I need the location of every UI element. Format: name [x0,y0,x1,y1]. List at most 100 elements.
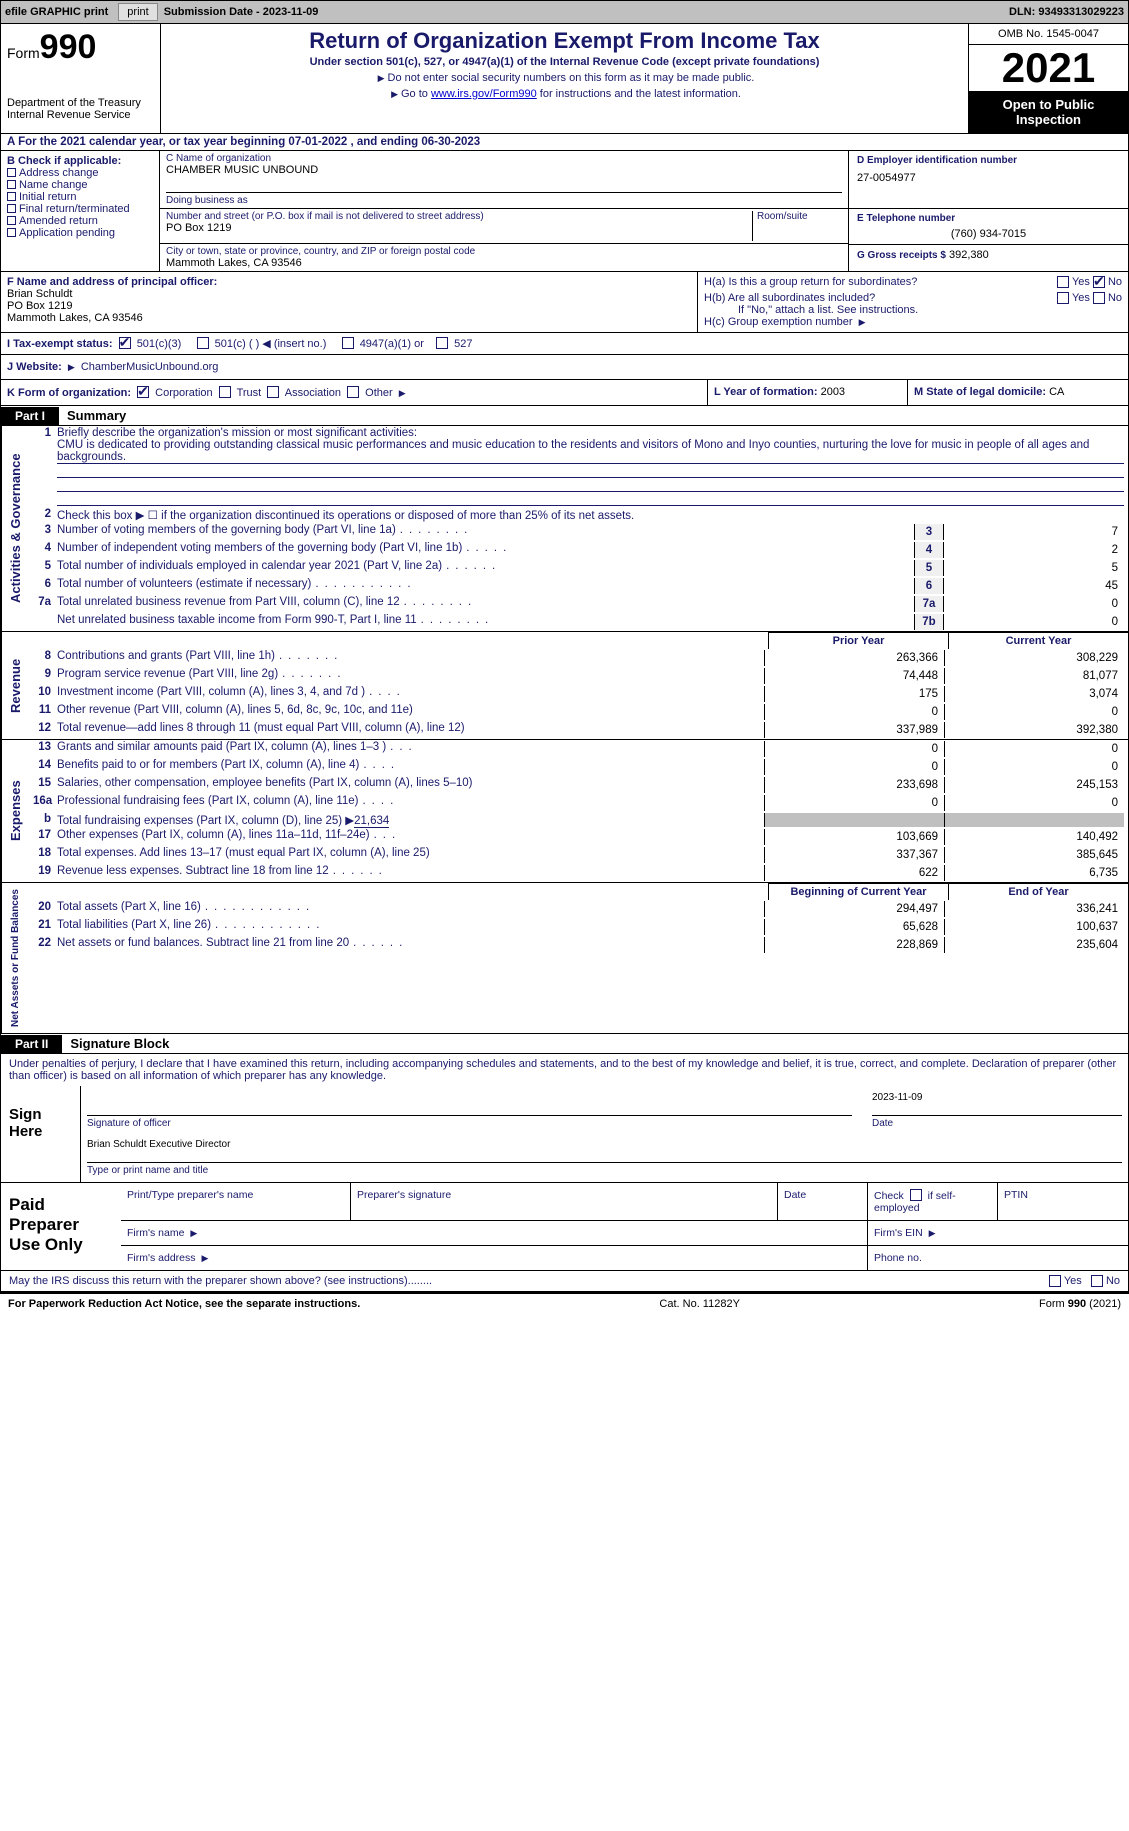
yes-label: Yes [1072,292,1090,304]
hdr-current: Current Year [948,632,1128,649]
irs-link[interactable]: www.irs.gov/Form990 [431,88,537,100]
l3-text: Number of voting members of the governin… [57,524,396,536]
l16b-pre: Total fundraising expenses (Part IX, col… [57,815,354,827]
r15c: 245,153 [944,777,1124,793]
l9: Program service revenue (Part VIII, line… [57,668,278,680]
mission-text: CMU is dedicated to providing outstandin… [57,439,1124,464]
checkbox-checked-icon[interactable] [119,337,131,349]
tax-year: 2021 [969,45,1128,91]
state-domicile: CA [1049,386,1064,398]
firm-ein-label: Firm's EIN [874,1227,923,1239]
arrow-icon [856,316,869,328]
l16b-val: 21,634 [354,815,389,828]
checkbox-icon[interactable] [910,1189,922,1201]
checkbox-icon[interactable] [1093,292,1105,304]
sidetab-netassets: Net Assets or Fund Balances [1,883,29,1033]
submission-date: Submission Date - 2023-11-09 [164,6,319,18]
f-officer-label: F Name and address of principal officer: [7,276,217,288]
checkbox-icon[interactable] [1091,1275,1103,1287]
c-name-label: C Name of organization [166,153,842,164]
sidetab-revenue: Revenue [1,632,29,739]
discuss-q: May the IRS discuss this return with the… [9,1275,408,1287]
r8c: 308,229 [944,650,1124,666]
r13p: 0 [764,741,944,757]
l17: Other expenses (Part IX, column (A), lin… [57,829,370,841]
checkbox-icon[interactable] [1057,276,1069,288]
firm-name-label: Firm's name [127,1227,184,1239]
header-center: Return of Organization Exempt From Incom… [161,24,968,133]
header-left: Form990 Department of the Treasury Inter… [1,24,161,133]
opt-501c3: 501(c)(3) [137,338,182,350]
checkbox-icon[interactable] [7,180,16,189]
hc-label: H(c) Group exemption number [704,316,853,328]
v4: 2 [944,542,1124,558]
l20: Total assets (Part X, line 16) [57,901,201,913]
v7b: 0 [944,614,1124,630]
note-goto-post: for instructions and the latest informat… [537,88,741,100]
part1-title: Summary [59,406,134,425]
checkbox-icon[interactable] [1049,1275,1061,1287]
sidetab-expenses: Expenses [1,740,29,882]
r10c: 3,074 [944,686,1124,702]
checkbox-icon[interactable] [436,337,448,349]
gross-value: 392,380 [949,249,989,261]
l19: Revenue less expenses. Subtract line 18 … [57,865,329,877]
checkbox-icon[interactable] [7,192,16,201]
arrow-icon [65,361,78,373]
officer-addr: PO Box 1219 [7,300,72,312]
v3: 7 [944,524,1124,540]
r21p: 65,628 [764,919,944,935]
checkbox-icon[interactable] [7,216,16,225]
row-j-website: J Website: ChamberMusicUnbound.org [0,355,1129,380]
r8p: 263,366 [764,650,944,666]
ha-label: H(a) Is this a group return for subordin… [704,276,1054,288]
opt-assoc: Association [285,387,341,399]
section-expenses: Expenses 13Grants and similar amounts pa… [0,740,1129,883]
note-goto-pre: Go to [401,88,431,100]
r21c: 100,637 [944,919,1124,935]
part2-title: Signature Block [62,1034,177,1053]
checkbox-icon[interactable] [342,337,354,349]
r19c: 6,735 [944,865,1124,881]
sig-declaration: Under penalties of perjury, I declare th… [1,1054,1128,1086]
yes-label: Yes [1072,276,1090,288]
checkbox-icon[interactable] [347,386,359,398]
checkbox-icon[interactable] [219,386,231,398]
r22c: 235,604 [944,937,1124,953]
form-prefix: Form [7,45,40,61]
checkbox-checked-icon[interactable] [1093,276,1105,288]
cb-pending: Application pending [19,227,115,239]
part2-header: Part II Signature Block [0,1034,1129,1054]
checkbox-checked-icon[interactable] [137,386,149,398]
org-name: CHAMBER MUSIC UNBOUND [166,164,842,176]
page-footer: For Paperwork Reduction Act Notice, see … [0,1292,1129,1314]
block-identity: B Check if applicable: Address change Na… [0,151,1129,272]
l14: Benefits paid to or for members (Part IX… [57,759,359,771]
checkbox-icon[interactable] [7,168,16,177]
arrow-icon [187,1227,200,1239]
preparer-block: Paid Preparer Use Only Print/Type prepar… [0,1183,1129,1271]
prep-sig-label: Preparer's signature [351,1183,778,1220]
addr-label: Number and street (or P.O. box if mail i… [166,211,752,222]
checkbox-icon[interactable] [7,204,16,213]
i-label: I Tax-exempt status: [7,338,113,350]
note-ssn: Do not enter social security numbers on … [388,72,755,84]
arrow-icon [375,72,388,84]
l13: Grants and similar amounts paid (Part IX… [57,741,386,753]
prep-ptin-label: PTIN [998,1183,1128,1220]
checkbox-icon[interactable] [7,228,16,237]
opt-insert: (insert no.) [274,338,327,350]
print-button[interactable]: print [118,3,157,21]
v5: 5 [944,560,1124,576]
firm-addr-label: Firm's address [127,1252,196,1264]
l1-label: Briefly describe the organization's miss… [57,427,417,439]
header-right: OMB No. 1545-0047 2021 Open to Public In… [968,24,1128,133]
checkbox-icon[interactable] [267,386,279,398]
officer-city: Mammoth Lakes, CA 93546 [7,312,143,324]
sidetab-activities: Activities & Governance [1,426,29,631]
checkbox-icon[interactable] [197,337,209,349]
footer-right: Form 990 (2021) [1039,1298,1121,1310]
checkbox-icon[interactable] [1057,292,1069,304]
ein-value: 27-0054977 [857,172,1120,184]
city-value: Mammoth Lakes, CA 93546 [166,257,842,269]
